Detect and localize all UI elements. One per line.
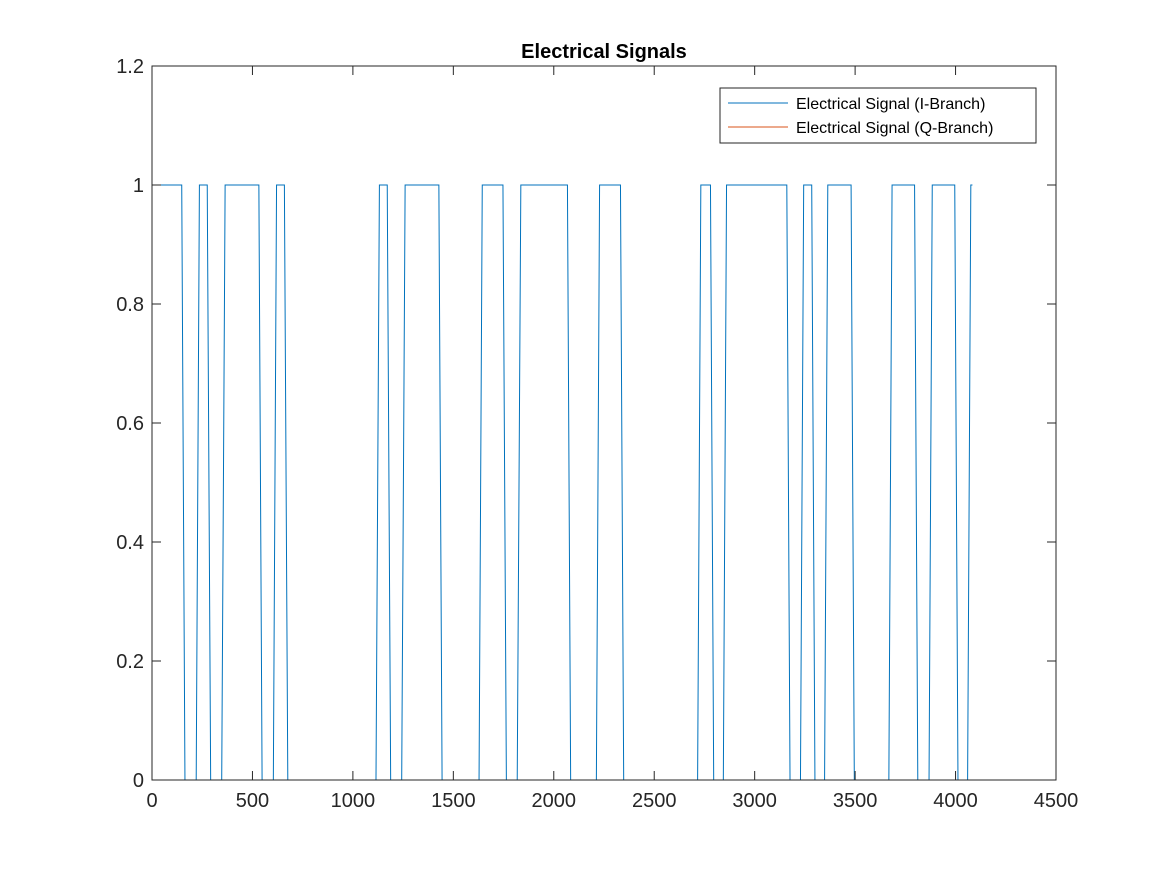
tick-layer: 0 500 1000 1500 2000 2500 3000 3500 4000 4500 0 0.2…	[116, 56, 1078, 812]
x-tick-label: 4500	[1034, 790, 1079, 812]
axes-box	[151, 65, 1057, 781]
x-tick-label: 4000	[933, 790, 978, 812]
x-tick-label: 3000	[732, 790, 777, 812]
x-tick-label: 500	[236, 790, 269, 812]
chart-title: Electrical Signals	[521, 41, 687, 63]
legend-label-i-branch: Electrical Signal (I-Branch)	[796, 96, 985, 113]
x-tick-label: 2500	[632, 790, 677, 812]
x-tick-label: 2000	[532, 790, 577, 812]
y-tick-label: 0.4	[116, 532, 144, 554]
y-tick-label: 1	[133, 175, 144, 197]
y-tick-label: 0.2	[116, 651, 144, 673]
legend-box	[719, 87, 1037, 144]
x-tick-label: 1500	[431, 790, 476, 812]
y-tick-label: 0	[133, 770, 144, 792]
x-tick-label: 0	[146, 790, 157, 812]
y-tick-label: 0.8	[116, 294, 144, 316]
legend: Electrical Signal (I-Branch) Electrical …	[719, 87, 1037, 144]
x-tick-label: 3500	[833, 790, 878, 812]
legend-label-q-branch: Electrical Signal (Q-Branch)	[796, 120, 993, 137]
y-tick-label: 1.2	[116, 56, 144, 78]
x-tick-label: 1000	[331, 790, 376, 812]
y-tick-label: 0.6	[116, 413, 144, 435]
